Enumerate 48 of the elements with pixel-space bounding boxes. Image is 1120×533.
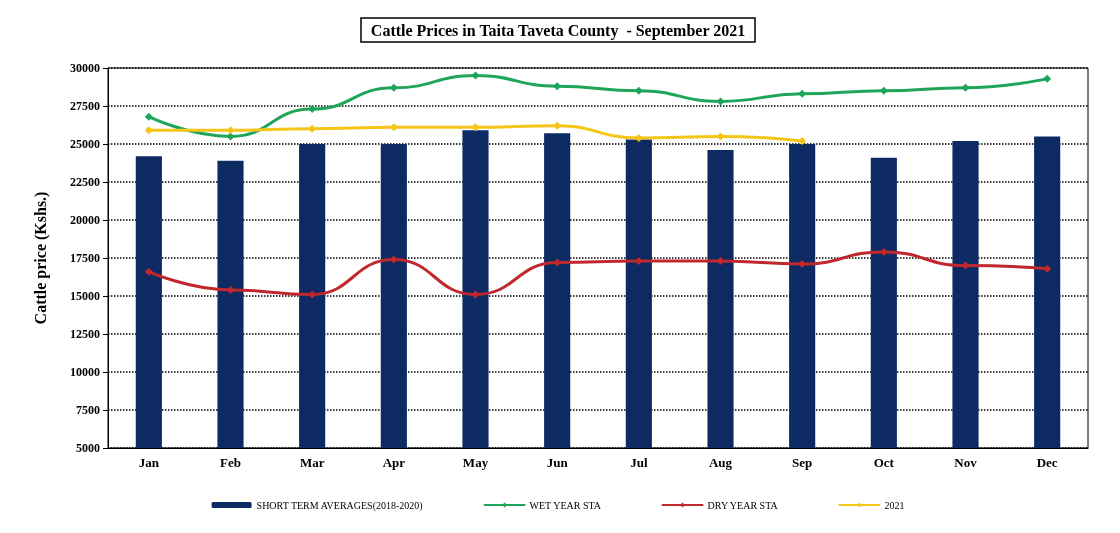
x-tick-label: Jul [630,455,648,470]
point [1043,74,1052,83]
y-axis-title: Cattle price (Kshs.) [31,191,50,325]
legend-label: WET YEAR STA [529,499,602,511]
point [961,83,970,92]
y-tick-label: 15000 [70,289,100,303]
y-tick-label: 20000 [70,213,100,227]
x-tick-label: Sep [792,455,813,470]
x-tick-label: Aug [708,455,733,470]
point [716,97,725,106]
point [226,126,235,135]
x-tick-label: Nov [954,455,978,470]
point [471,123,480,132]
y-tick-label: 25000 [70,137,100,151]
point [879,86,888,95]
point [226,285,235,294]
x-tick-label: Apr [382,455,406,470]
x-tick-label: Feb [220,455,241,470]
point [144,267,153,276]
point [716,257,725,266]
y-tick-label: 17500 [70,251,100,265]
point [389,83,398,92]
point [471,71,480,80]
point [226,132,235,141]
y-tick-label: 27500 [70,99,100,113]
x-tick-label: Jun [546,455,569,470]
point [308,290,317,299]
legend-label: SHORT TERM AVERAGES(2018-2020) [256,499,423,512]
chart-title: Cattle Prices in Taita Taveta County - September 2021 [370,21,746,40]
legend-label: 2021 [884,499,905,511]
x-tick-label: Jan [138,455,160,470]
y-tick-label: 12500 [70,327,100,341]
y-tick-label: 5000 [76,441,100,455]
x-tick-label: Dec [1036,455,1058,470]
point [553,121,562,130]
y-tick-label: 10000 [70,365,100,379]
y-tick-label: 30000 [70,61,100,75]
point [798,136,807,145]
x-tick-label: Oct [873,455,895,470]
point [144,112,153,121]
point [144,126,153,135]
y-tick-label: 22500 [70,175,100,189]
point [1043,264,1052,273]
legend-label: DRY YEAR STA [707,499,779,511]
point [471,290,480,299]
x-tick-label: May [462,455,489,470]
y-tick-label: 7500 [76,403,100,417]
x-tick-label: Mar [299,455,325,470]
